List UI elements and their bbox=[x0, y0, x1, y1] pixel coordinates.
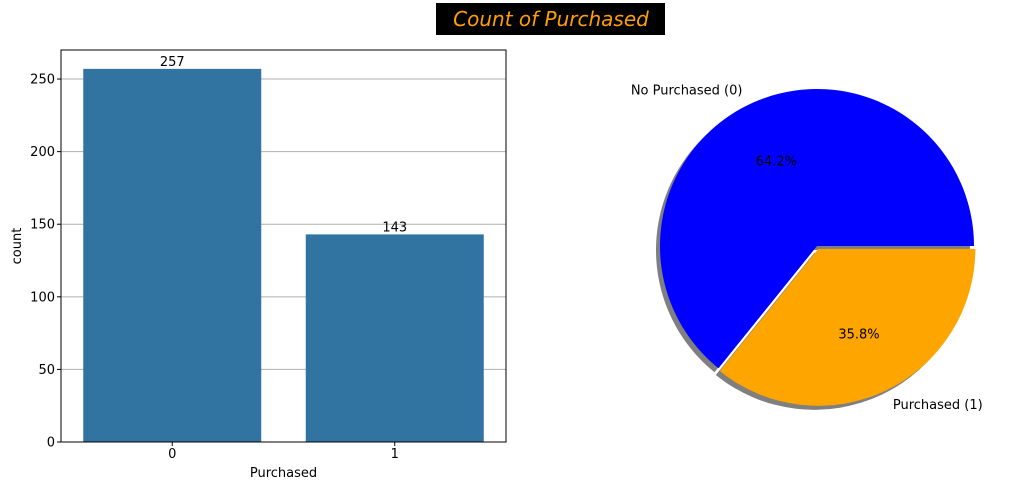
bar-y-axis-label: count bbox=[10, 228, 25, 265]
y-tick-label: 50 bbox=[38, 363, 55, 378]
pie-category-label: No Purchased (0) bbox=[631, 84, 743, 99]
x-tick-label: 1 bbox=[391, 447, 399, 462]
bar bbox=[83, 68, 262, 442]
pie-percent-label: 64.2% bbox=[756, 155, 797, 170]
bar-x-axis-label: Purchased bbox=[250, 466, 317, 481]
bar-series bbox=[83, 68, 484, 442]
y-tick-label: 0 bbox=[47, 436, 55, 451]
x-tick-label: 0 bbox=[168, 447, 176, 462]
y-tick-label: 250 bbox=[30, 73, 55, 88]
bar-data-label: 257 bbox=[160, 55, 185, 70]
bar-data-label: 143 bbox=[382, 220, 407, 235]
pie-slice bbox=[719, 248, 976, 406]
bar-data-labels: 257 143 bbox=[160, 55, 407, 236]
suptitle-background bbox=[436, 3, 665, 35]
pie-slices bbox=[660, 88, 976, 406]
bar bbox=[305, 234, 484, 442]
pie-category-label: Purchased (1) bbox=[893, 398, 983, 413]
pie-labels: 64.2% No Purchased (0) 35.8% Purchased (1) bbox=[631, 84, 983, 413]
pie-percent-label: 35.8% bbox=[838, 327, 879, 342]
bar-y-ticks: 0 50 100 150 200 250 bbox=[30, 73, 61, 451]
chart-suptitle: Count of Purchased bbox=[453, 7, 649, 31]
pie-slice bbox=[660, 88, 974, 369]
y-tick-label: 150 bbox=[30, 218, 55, 233]
pie-chart: 64.2% No Purchased (0) 35.8% Purchased (1) bbox=[631, 84, 983, 413]
bar-axes-frame bbox=[60, 49, 507, 443]
y-tick-label: 100 bbox=[30, 290, 55, 305]
y-tick-label: 200 bbox=[30, 145, 55, 160]
